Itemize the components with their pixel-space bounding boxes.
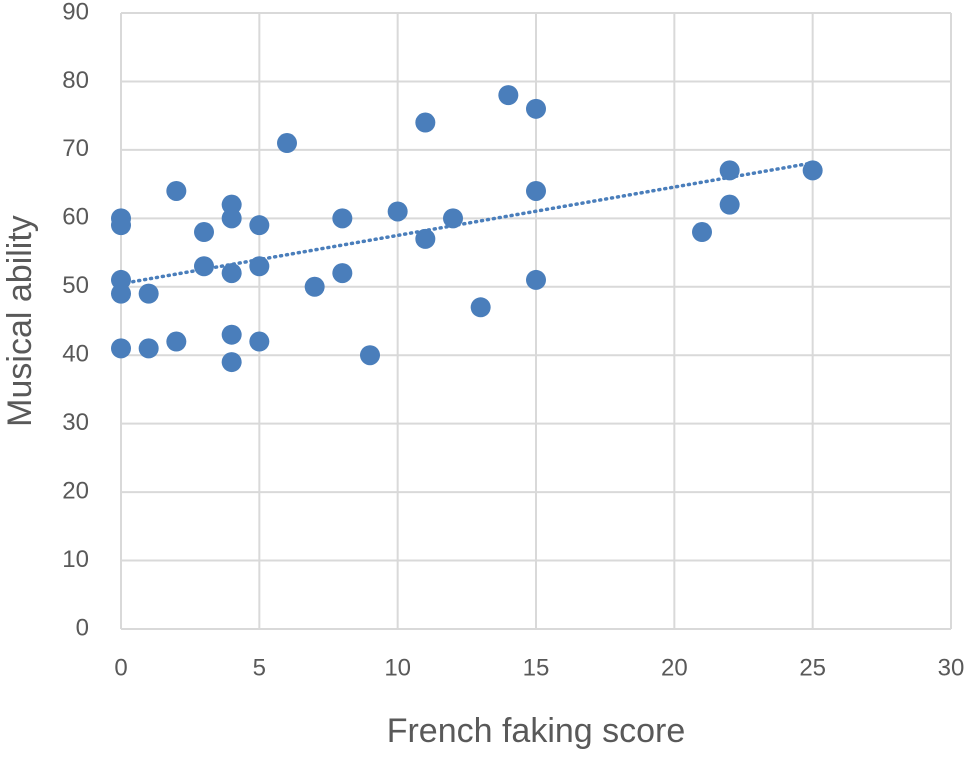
scatter-point xyxy=(332,208,353,229)
scatter-point xyxy=(166,331,187,352)
y-tick-label: 90 xyxy=(62,0,89,25)
scatter-point xyxy=(360,345,380,366)
scatter-point xyxy=(498,85,519,106)
scatter-point xyxy=(415,112,436,133)
scatter-point xyxy=(277,133,297,154)
x-tick-label: 5 xyxy=(253,654,266,681)
scatter-point xyxy=(221,194,242,215)
scatter-point xyxy=(470,297,491,318)
scatter-point xyxy=(526,98,546,119)
scatter-point xyxy=(221,263,242,284)
y-tick-label: 80 xyxy=(62,67,89,94)
x-axis-title: French faking score xyxy=(387,712,686,750)
scatter-point xyxy=(194,256,214,277)
y-tick-label: 50 xyxy=(62,272,89,299)
y-tick-label: 70 xyxy=(62,135,89,162)
scatter-point xyxy=(111,283,131,304)
scatter-point xyxy=(138,283,159,304)
y-tick-label: 0 xyxy=(76,614,89,641)
scatter-point xyxy=(387,201,408,222)
x-tick-label: 20 xyxy=(661,654,688,681)
x-tick-label: 10 xyxy=(384,654,411,681)
scatter-point xyxy=(166,180,187,201)
scatter-point xyxy=(719,194,740,215)
scatter-point xyxy=(304,276,325,297)
x-tick-label: 0 xyxy=(114,654,127,681)
scatter-point xyxy=(194,222,214,243)
scatter-point xyxy=(526,269,546,290)
scatter-point xyxy=(138,338,159,359)
scatter-point xyxy=(111,269,131,290)
scatter-point xyxy=(443,208,463,229)
scatter-point xyxy=(111,338,131,359)
scatter-point xyxy=(111,215,131,236)
scatter-point xyxy=(719,160,740,181)
scatter-point xyxy=(692,222,712,243)
scatter-point xyxy=(332,263,353,284)
scatter-point xyxy=(221,352,242,373)
scatter-point xyxy=(415,228,436,249)
y-tick-label: 60 xyxy=(62,204,89,231)
scatter-point xyxy=(249,256,270,277)
y-tick-label: 40 xyxy=(62,341,89,368)
scatter-point xyxy=(221,208,242,229)
y-tick-label: 10 xyxy=(62,546,89,573)
scatter-point xyxy=(221,324,242,345)
y-axis-title: Musical ability xyxy=(1,215,39,427)
y-tick-label: 20 xyxy=(62,477,89,504)
x-tick-label: 25 xyxy=(799,654,826,681)
x-tick-label: 30 xyxy=(938,654,965,681)
scatter-point xyxy=(249,331,270,352)
scatter-point xyxy=(802,160,823,181)
scatter-point xyxy=(526,180,546,201)
x-tick-label: 15 xyxy=(523,654,550,681)
scatter-point xyxy=(249,215,270,236)
y-tick-label: 30 xyxy=(62,409,89,436)
